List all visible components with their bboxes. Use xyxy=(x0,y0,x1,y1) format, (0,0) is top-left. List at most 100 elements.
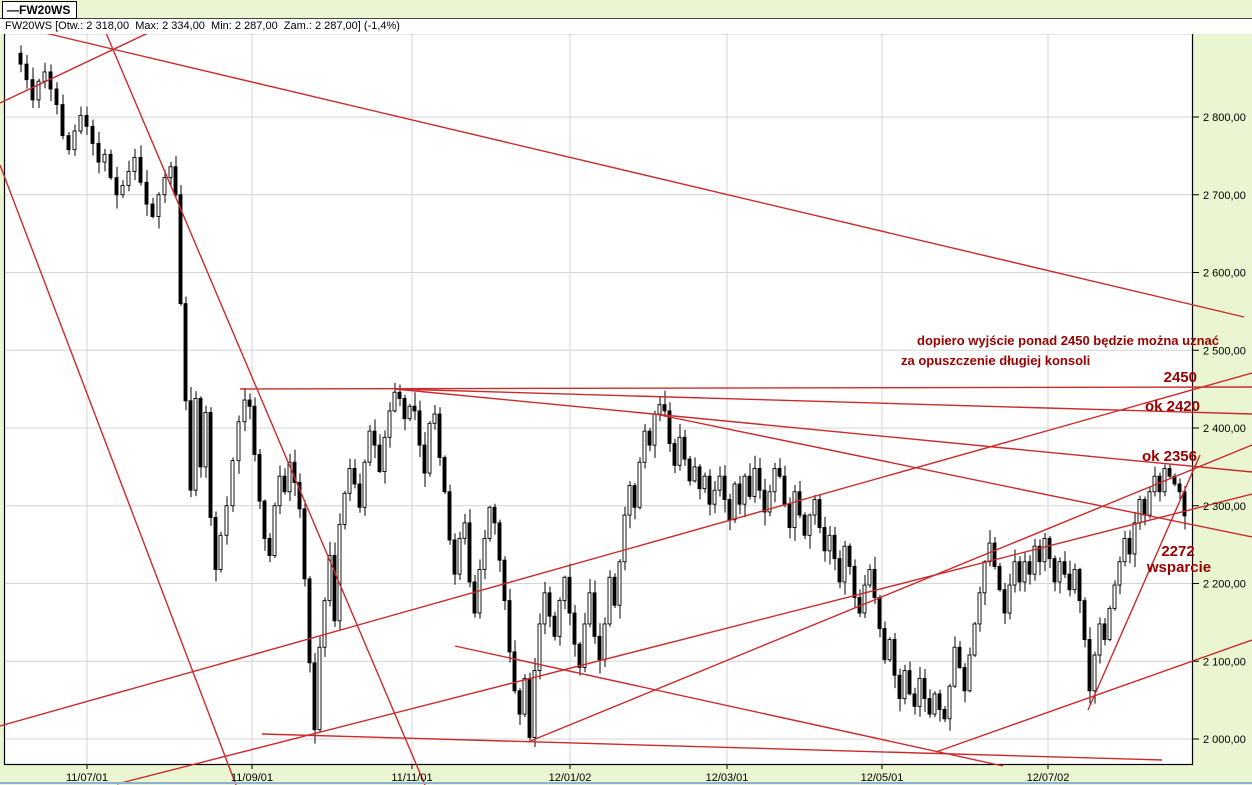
candle-body xyxy=(772,467,777,493)
candle-body xyxy=(1137,499,1142,524)
candle-body xyxy=(1147,491,1152,516)
annotation-note-line2: za opuszczenie długiej konsoli xyxy=(901,353,1091,368)
candle-body xyxy=(537,623,542,672)
candle-body xyxy=(327,555,332,602)
candle-body xyxy=(84,114,89,127)
candle-body xyxy=(150,203,155,217)
candle-body xyxy=(377,444,382,472)
candle-body xyxy=(362,461,367,508)
candle-body xyxy=(927,698,932,715)
candle-body xyxy=(1112,584,1117,609)
trend-line[interactable] xyxy=(454,645,1004,767)
trend-line[interactable] xyxy=(0,32,149,104)
candle-body xyxy=(707,475,712,505)
candle-body xyxy=(992,542,997,567)
candle-body xyxy=(922,677,927,700)
trend-line[interactable] xyxy=(105,32,426,785)
candle-body xyxy=(667,410,672,444)
annotation-level-2450: 2450 xyxy=(1163,369,1197,386)
x-axis-label: 12/03/01 xyxy=(706,772,749,784)
symbol-tab-label: FW20WS xyxy=(19,3,71,17)
symbol-tab[interactable]: —FW20WS xyxy=(2,1,78,19)
candle-body xyxy=(1107,607,1112,640)
candle-body xyxy=(842,545,847,583)
candle-body xyxy=(1002,589,1007,614)
trend-line[interactable] xyxy=(527,444,1252,743)
annotation-note-line1: dopiero wyjście ponad 2450 będzie można … xyxy=(917,333,1219,348)
candle-body xyxy=(587,592,592,625)
candle-body xyxy=(682,436,687,460)
candle-body xyxy=(472,581,477,614)
y-axis-label: 2 100,00 xyxy=(1203,656,1246,668)
y-axis-label: 2 300,00 xyxy=(1203,501,1246,513)
candle-body xyxy=(912,693,917,707)
y-axis-label: 2 200,00 xyxy=(1203,579,1246,591)
candle-body xyxy=(173,166,178,196)
candle-body xyxy=(892,639,897,676)
candle-body xyxy=(114,177,119,196)
candle-body xyxy=(982,561,987,594)
candle-body xyxy=(492,506,497,524)
candle-body xyxy=(367,430,372,463)
candle-body xyxy=(962,667,967,692)
candle-body xyxy=(1072,569,1077,591)
trend-line[interactable] xyxy=(261,733,1163,761)
candle-body xyxy=(342,492,347,525)
candle-body xyxy=(877,597,882,630)
candle-body xyxy=(66,135,71,151)
candle-body xyxy=(512,651,517,692)
trend-line[interactable] xyxy=(44,32,1245,318)
candle-body xyxy=(427,422,432,474)
candle-body xyxy=(236,421,241,462)
y-axis-label: 2 500,00 xyxy=(1203,345,1246,357)
candle-body xyxy=(727,499,732,521)
candle-body xyxy=(357,483,362,508)
series-line-mark: — xyxy=(7,3,19,17)
quote-info-bar: FW20WS [Otw.: 2 318,00 Max: 2 334,00 Min… xyxy=(0,18,1252,34)
candle-body xyxy=(547,592,552,617)
candle-body xyxy=(627,485,632,516)
quote-info-text: FW20WS [Otw.: 2 318,00 Max: 2 334,00 Min… xyxy=(5,20,400,32)
candle-body xyxy=(647,430,652,446)
candle-body xyxy=(942,709,947,720)
candle-body xyxy=(54,88,59,106)
candle-body xyxy=(832,534,837,560)
candle-body xyxy=(287,461,292,493)
candle-body xyxy=(372,430,377,446)
candle-body xyxy=(1122,537,1127,563)
trend-line[interactable] xyxy=(1087,454,1201,711)
candle-body xyxy=(812,499,817,516)
candle-body xyxy=(138,156,143,183)
candle-body xyxy=(30,79,35,101)
candle-body xyxy=(1097,623,1102,656)
candle-body xyxy=(677,436,682,466)
candle-body xyxy=(332,555,337,622)
x-axis-label: 12/01/02 xyxy=(549,772,592,784)
candle-body xyxy=(412,405,417,412)
candle-body xyxy=(108,153,113,179)
candle-body xyxy=(757,467,762,491)
candle-body xyxy=(762,489,767,513)
candle-body xyxy=(562,576,567,602)
trend-line[interactable] xyxy=(659,414,1252,538)
trend-line[interactable] xyxy=(0,164,237,785)
candle-body xyxy=(697,466,702,490)
candle-body xyxy=(502,559,507,602)
trend-line[interactable] xyxy=(394,388,1252,473)
annotation-level-2272: 2272 xyxy=(1161,543,1195,560)
candle-body xyxy=(767,491,772,513)
candle-body xyxy=(102,153,107,163)
trend-line[interactable] xyxy=(394,388,1252,415)
trend-line[interactable] xyxy=(0,372,1252,727)
candle-body xyxy=(282,475,287,493)
candle-body xyxy=(18,52,23,65)
candle-body xyxy=(642,430,647,463)
candle-body xyxy=(1067,573,1072,591)
candle-body xyxy=(522,677,527,715)
trend-line[interactable] xyxy=(239,386,1252,390)
candle-body xyxy=(352,467,357,485)
candle-body xyxy=(72,130,77,151)
candle-body xyxy=(532,670,537,738)
candle-body xyxy=(632,485,637,508)
